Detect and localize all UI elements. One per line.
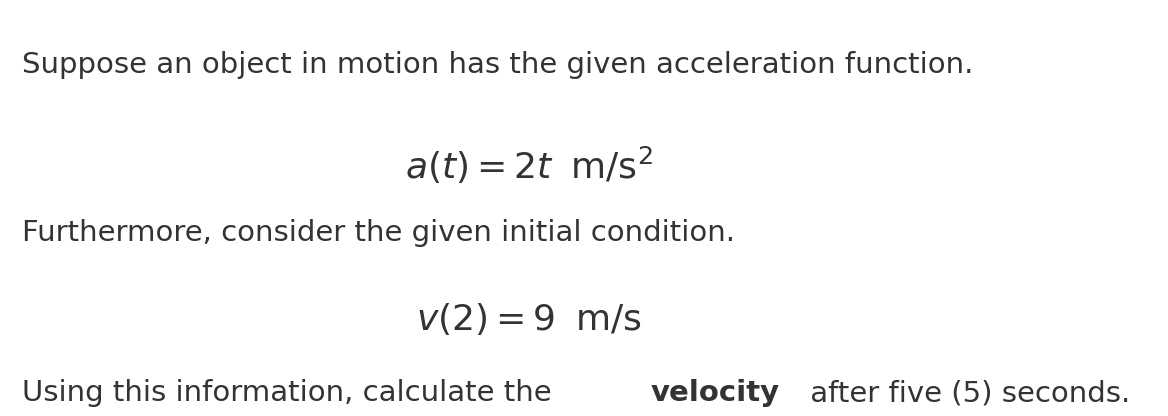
Text: $a(t) = 2t \;\; \mathrm{m/s}^2$: $a(t) = 2t \;\; \mathrm{m/s}^2$ <box>405 145 653 186</box>
Text: Furthermore, consider the given initial condition.: Furthermore, consider the given initial … <box>22 219 736 247</box>
Text: velocity: velocity <box>651 379 780 407</box>
Text: Suppose an object in motion has the given acceleration function.: Suppose an object in motion has the give… <box>22 51 974 79</box>
Text: after five (5) seconds.: after five (5) seconds. <box>801 379 1131 407</box>
Text: Using this information, calculate the: Using this information, calculate the <box>22 379 562 407</box>
Text: $v(2) = 9 \;\; \mathrm{m/s}$: $v(2) = 9 \;\; \mathrm{m/s}$ <box>416 301 642 337</box>
